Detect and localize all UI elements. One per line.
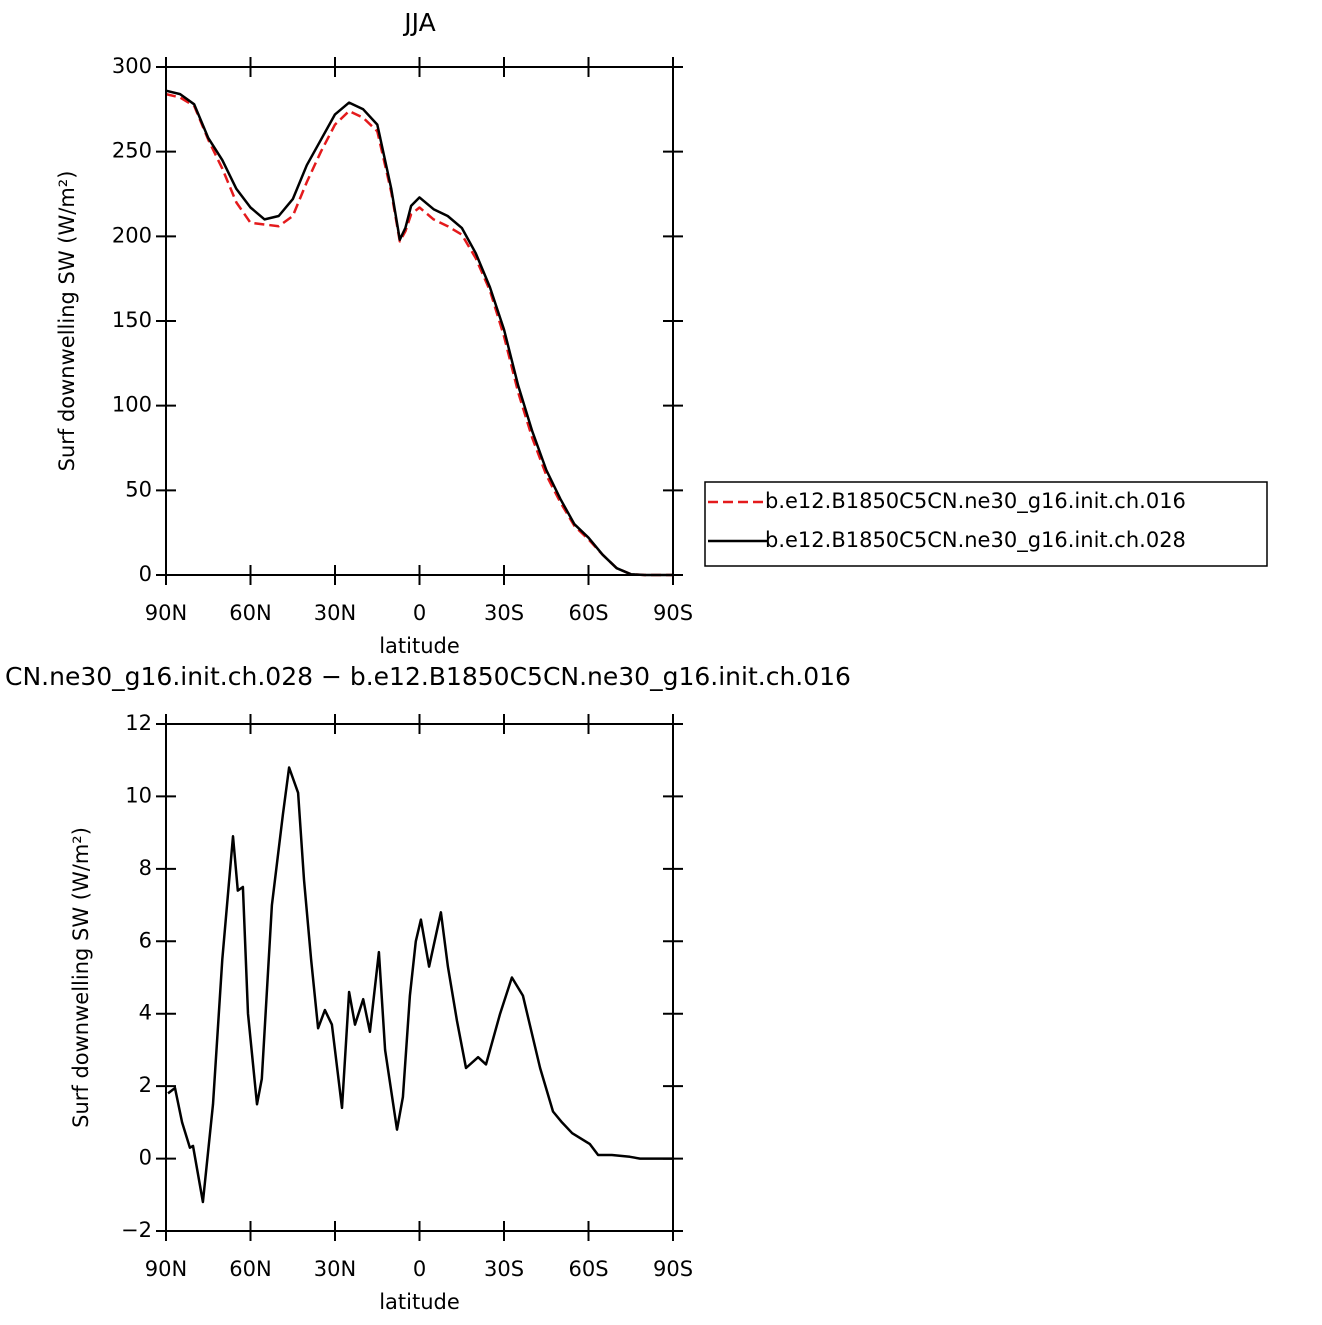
legend-label: b.e12.B1850C5CN.ne30_g16.init.ch.028 [765,528,1186,553]
y-tick-label: 0 [139,1146,152,1170]
x-axis-label: latitude [379,634,460,658]
x-tick-label: 60S [568,601,608,625]
x-tick-label: 30S [484,1257,524,1281]
y-tick-label: 10 [125,783,152,807]
y-tick-label: 50 [125,477,152,501]
y-tick-label: 250 [112,139,152,163]
y-axis-label: Surf downwelling SW (W/m²) [69,827,93,1128]
chart-title: JJA [402,8,435,37]
x-tick-label: 90S [653,601,693,625]
x-tick-label: 90S [653,1257,693,1281]
y-tick-label: 150 [112,308,152,332]
plot-frame [165,66,674,576]
x-tick-label: 60N [229,1257,271,1281]
x-tick-label: 60N [229,601,271,625]
y-tick-label: 100 [112,393,152,417]
x-tick-label: 30S [484,601,524,625]
y-axis-label: Surf downwelling SW (W/m²) [55,171,79,472]
y-tick-label: 4 [139,1001,152,1025]
y-tick-label: 2 [139,1073,152,1097]
x-axis-label: latitude [379,1290,460,1314]
y-tick-label: 300 [112,54,152,78]
x-tick-label: 30N [314,601,356,625]
plot-frame [165,723,674,1232]
data-line [167,766,673,1204]
x-tick-label: 0 [413,1257,426,1281]
y-tick-label: 8 [139,856,152,880]
x-tick-label: 30N [314,1257,356,1281]
x-tick-label: 60S [568,1257,608,1281]
chart-title: CN.ne30_g16.init.ch.028 − b.e12.B1850C5C… [5,662,851,691]
legend-label: b.e12.B1850C5CN.ne30_g16.init.ch.016 [765,489,1186,514]
y-tick-label: 12 [125,711,152,735]
y-tick-label: 6 [139,928,152,952]
y-tick-label: 200 [112,223,152,247]
x-tick-label: 90N [145,1257,187,1281]
x-tick-label: 0 [413,601,426,625]
legend-box [704,481,1268,567]
y-tick-label: −2 [121,1218,152,1242]
x-tick-label: 90N [145,601,187,625]
data-line [165,89,673,577]
y-tick-label: 0 [139,562,152,586]
